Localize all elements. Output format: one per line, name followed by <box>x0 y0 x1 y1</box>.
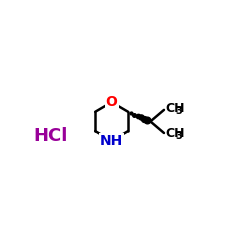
Text: 3: 3 <box>176 131 182 141</box>
Text: CH: CH <box>165 128 184 140</box>
Text: HCl: HCl <box>34 127 68 145</box>
Text: CH: CH <box>165 102 184 116</box>
Text: NH: NH <box>100 134 123 148</box>
Text: O: O <box>106 95 118 109</box>
Text: 3: 3 <box>176 106 182 116</box>
